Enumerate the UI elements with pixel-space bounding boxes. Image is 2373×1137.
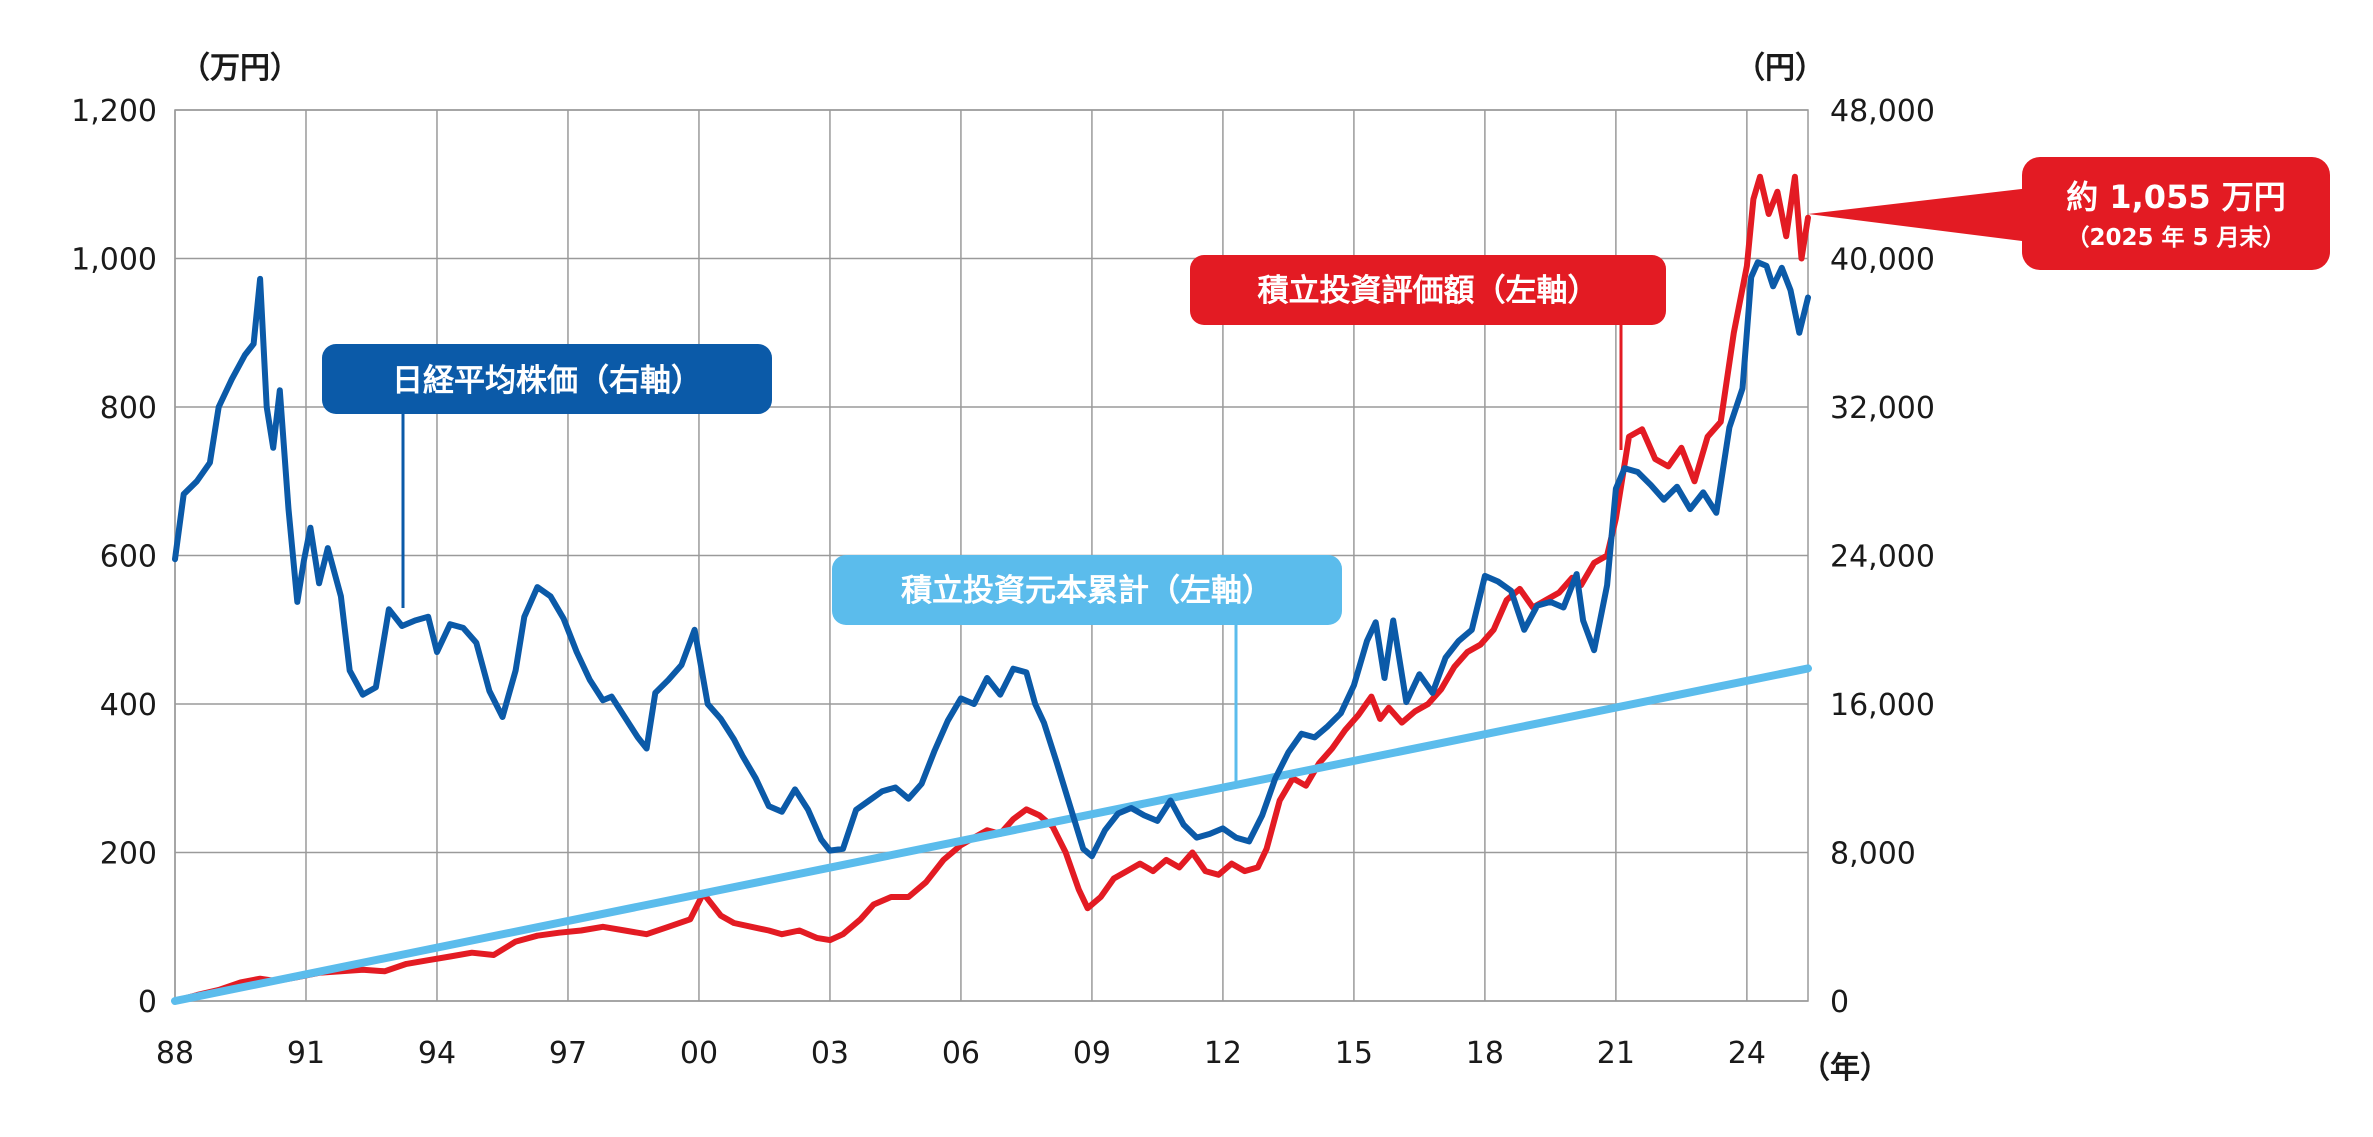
- series-line-principal: [171, 664, 1812, 1005]
- x-tick-label: 00: [680, 1036, 718, 1071]
- y-right-tick-label: 24,000: [1830, 540, 1935, 575]
- valuation-label-box: [1190, 255, 1666, 325]
- x-tick-label: 94: [418, 1036, 456, 1071]
- y-left-tick-label: 1,200: [71, 94, 157, 129]
- valuation-label-text: 積立投資評価額（左軸）: [1258, 273, 1599, 309]
- y-right-tick-label: 32,000: [1830, 391, 1935, 426]
- principal-label-text: 積立投資元本累計（左軸）: [901, 573, 1273, 609]
- x-tick-label: 12: [1204, 1036, 1242, 1071]
- x-tick-label: 91: [287, 1036, 325, 1071]
- x-tick-label: 03: [811, 1036, 849, 1071]
- callout-sub-text: （2025 年 5 月末）: [2066, 224, 2285, 251]
- right-axis-unit: （円）: [1735, 51, 1825, 86]
- x-tick-label: 21: [1597, 1036, 1635, 1071]
- y-right-tick-label: 48,000: [1830, 94, 1935, 129]
- x-tick-label: 15: [1335, 1036, 1373, 1071]
- y-right-tick-label: 0: [1830, 985, 1849, 1020]
- y-left-tick-label: 600: [100, 540, 157, 575]
- y-left-tick-label: 1,000: [71, 243, 157, 278]
- callout-box: [2022, 157, 2330, 270]
- x-tick-label: 24: [1728, 1036, 1766, 1071]
- nikkei-label-box: [322, 344, 772, 414]
- principal-label-box: [832, 555, 1342, 625]
- series-layer: [171, 173, 1812, 1005]
- y-left-tick-label: 200: [100, 837, 157, 872]
- x-tick-label: 06: [942, 1036, 980, 1071]
- y-right-tick-label: 40,000: [1830, 243, 1935, 278]
- y-right-tick-label: 16,000: [1830, 688, 1935, 723]
- y-left-tick-label: 800: [100, 391, 157, 426]
- x-tick-label: 88: [156, 1036, 194, 1071]
- x-tick-label: 97: [549, 1036, 587, 1071]
- axis-layer: 0 200 400 600 800 1,000 1,200 0 8,000 16,000 24,00…: [71, 94, 1935, 1071]
- y-left-tick-label: 400: [100, 688, 157, 723]
- x-tick-label: 18: [1466, 1036, 1504, 1071]
- y-left-tick-label: 0: [138, 985, 157, 1020]
- callout-pointer: [1808, 188, 2030, 242]
- nikkei-label-text: 日経平均株価（右軸）: [392, 363, 702, 399]
- x-axis-unit: （年）: [1800, 1051, 1890, 1086]
- series-line-nikkei: [172, 259, 1811, 860]
- callout-main-text: 約 1,055 万円: [2066, 178, 2286, 216]
- y-right-tick-label: 8,000: [1830, 837, 1916, 872]
- x-tick-label: 09: [1073, 1036, 1111, 1071]
- left-axis-unit: （万円）: [180, 51, 300, 86]
